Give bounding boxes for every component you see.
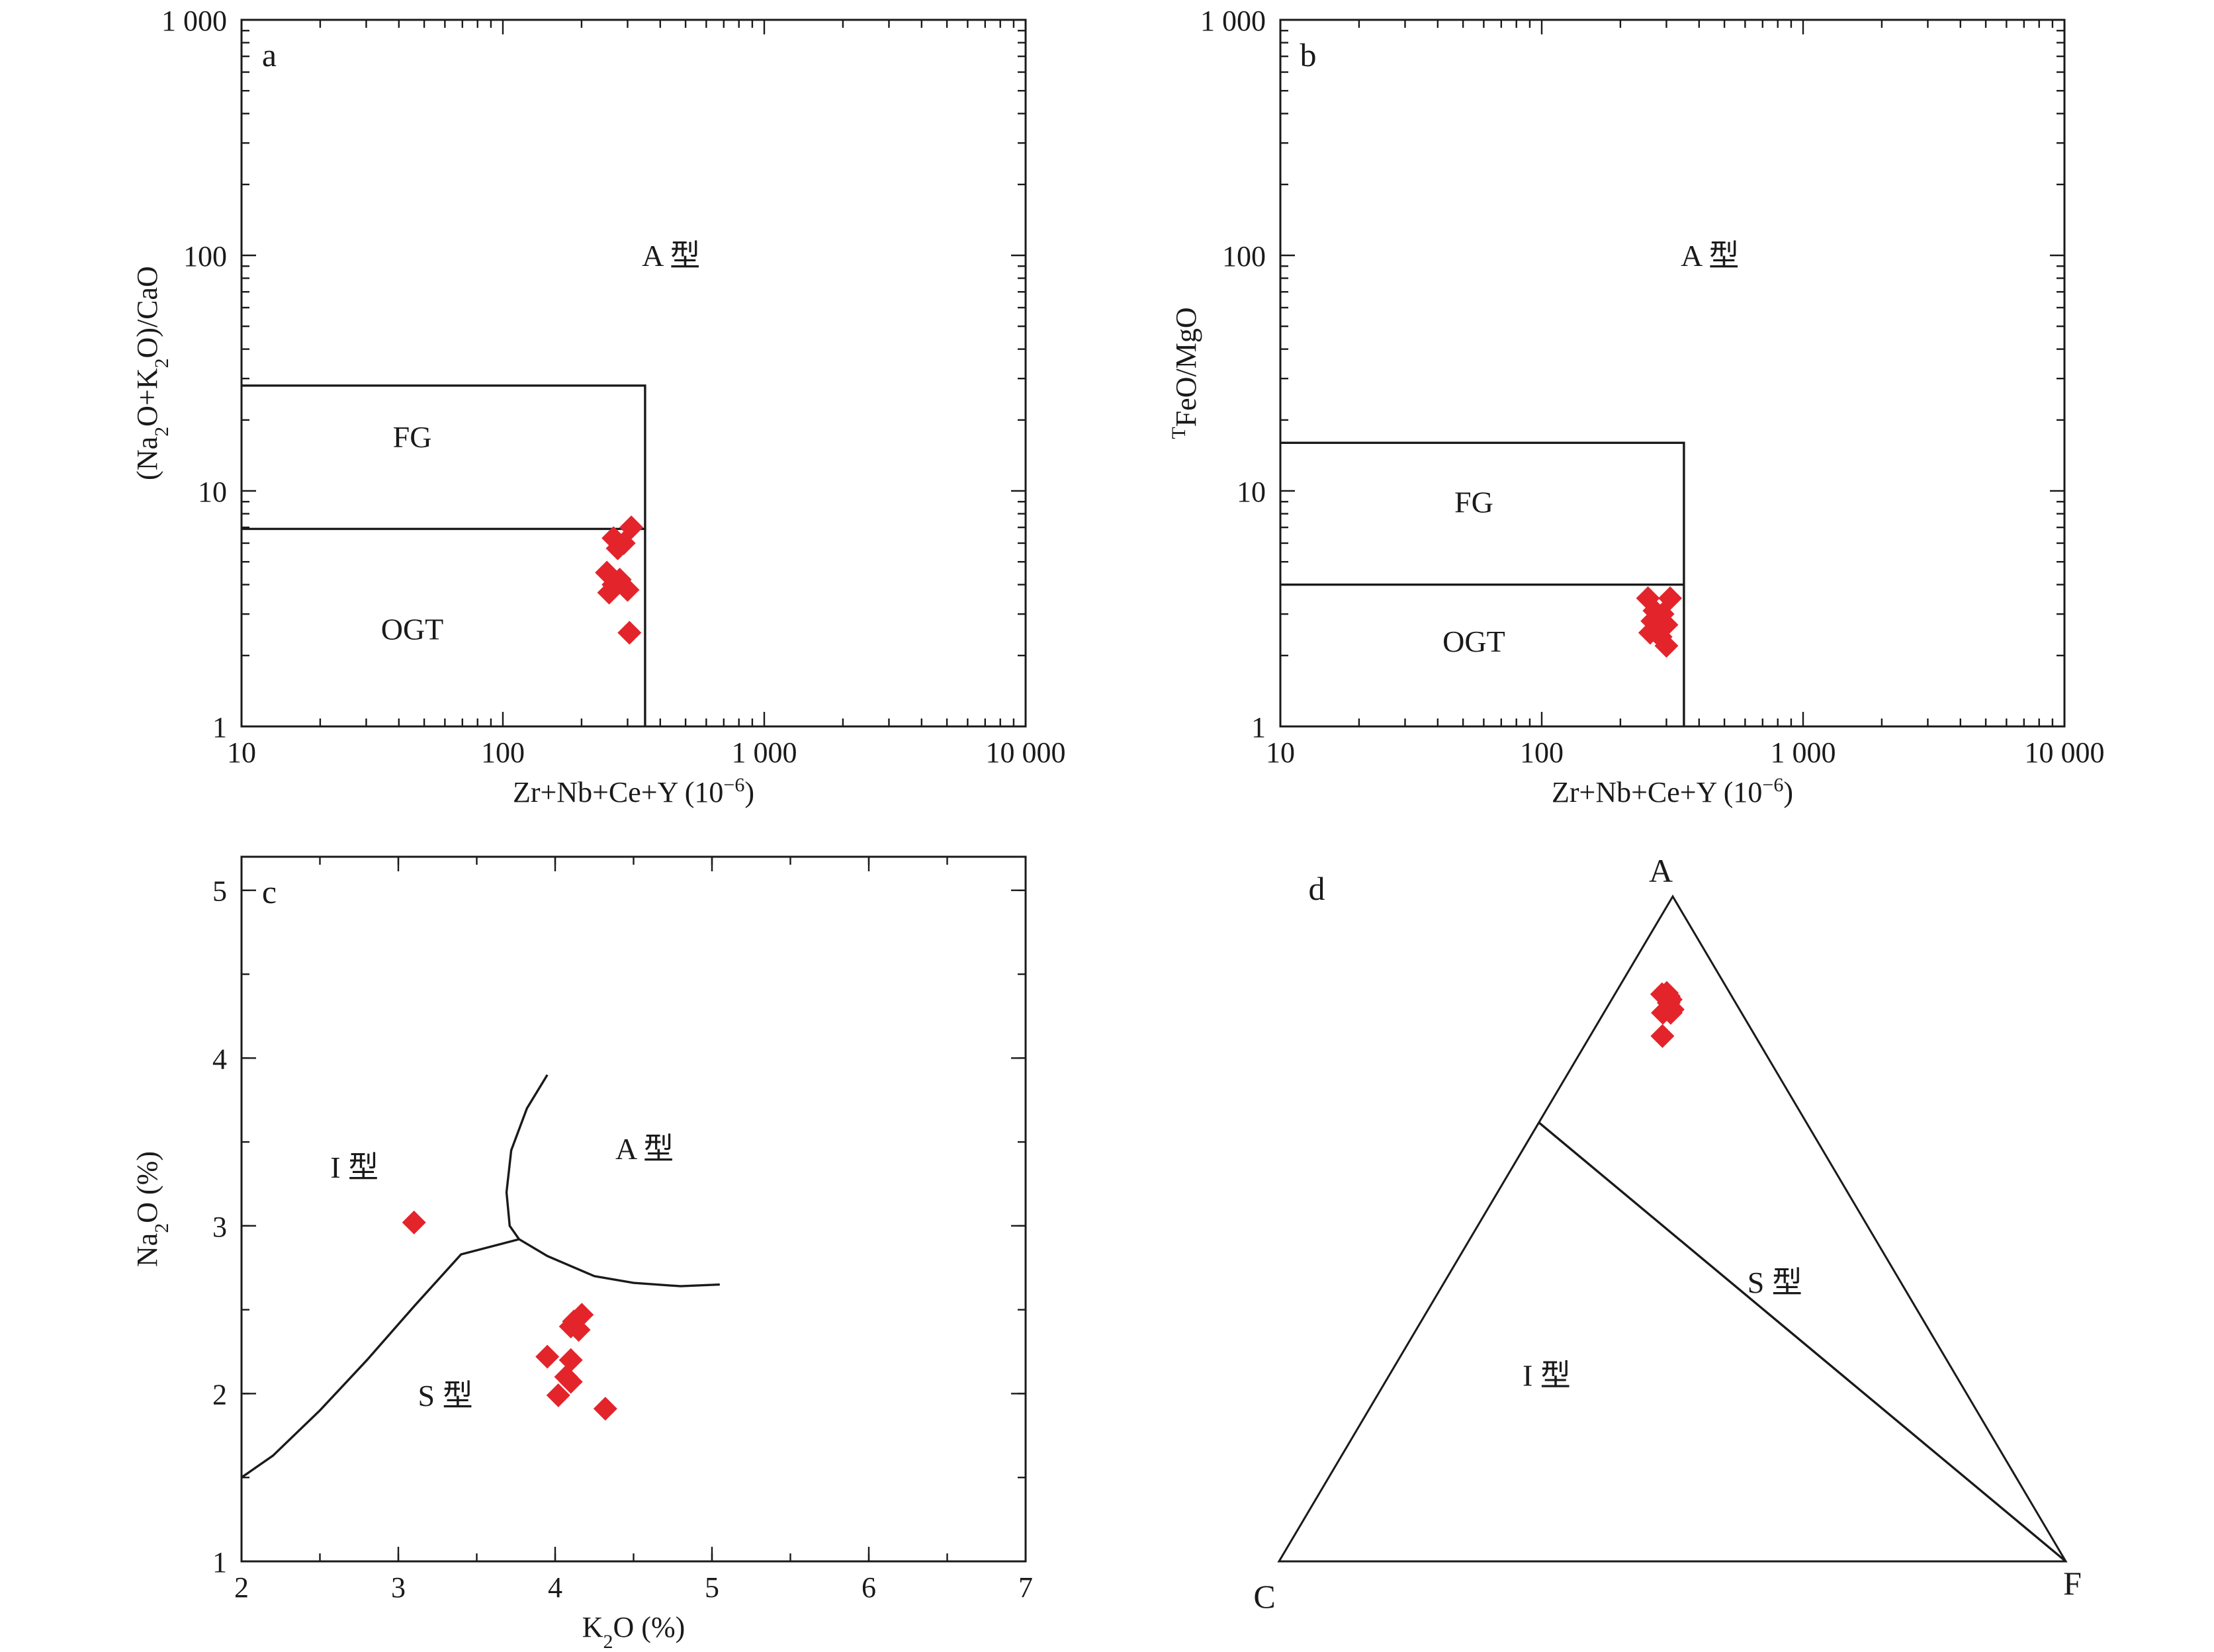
x-tick-label: 7: [1018, 1571, 1033, 1604]
x-tick-label: 100: [1520, 736, 1564, 769]
region-label: A 型: [642, 239, 700, 273]
data-point: [546, 1383, 570, 1407]
data-point: [615, 578, 640, 602]
x-tick-label: 3: [391, 1571, 406, 1604]
data-point: [402, 1210, 426, 1235]
data-point: [617, 621, 642, 645]
x-tick-label: 6: [862, 1571, 876, 1604]
region-label: I 型: [330, 1151, 378, 1184]
panel-letter: a: [262, 36, 277, 73]
region-label: FG: [393, 420, 432, 454]
plot-frame: [1279, 19, 2066, 728]
region-label: A 型: [615, 1132, 674, 1166]
data-point: [605, 536, 630, 560]
panel-letter: b: [1300, 36, 1317, 73]
region-label: FG: [1454, 485, 1493, 519]
data-point: [1650, 1024, 1675, 1049]
panel-letter: d: [1309, 870, 1325, 907]
data-point: [597, 580, 621, 605]
data-point: [566, 1318, 591, 1342]
panel-d: S 型 I 型 A C Fd: [1253, 852, 2082, 1615]
y-tick-label: 4: [212, 1043, 227, 1075]
field-boundary: [242, 384, 646, 726]
field-boundary: [1280, 441, 1685, 726]
field-boundary: [518, 1238, 720, 1287]
region-label: I 型: [1523, 1359, 1571, 1393]
y-tick-label: 2: [212, 1378, 227, 1411]
y-tick-label: 1: [212, 711, 227, 744]
region-label: OGT: [381, 612, 444, 646]
vertex-label-c: C: [1253, 1578, 1275, 1615]
data-point: [1658, 1000, 1683, 1025]
panel-letter: c: [262, 873, 277, 910]
x-tick-label: 2: [234, 1571, 249, 1604]
y-tick-label: 10: [198, 476, 227, 508]
x-tick-label: 4: [548, 1571, 562, 1604]
y-tick-label: 1: [1251, 711, 1266, 744]
field-boundary: [1538, 1121, 2067, 1563]
plot-frame: [240, 855, 1027, 1563]
y-tick-label: 100: [183, 240, 227, 273]
field-boundary: [505, 1074, 549, 1240]
ternary-frame: [1277, 894, 2068, 1563]
y-tick-label: 3: [212, 1211, 227, 1243]
y-axis-label: TFeO/MgO: [1168, 307, 1203, 439]
data-point: [558, 1369, 583, 1394]
x-tick-label: 10: [1266, 736, 1295, 769]
vertex-label-f: F: [2063, 1565, 2082, 1602]
data-point: [558, 1348, 583, 1372]
y-tick-label: 5: [212, 875, 227, 908]
x-axis-label: Zr+Nb+Ce+Y (10−6): [1552, 774, 1793, 809]
y-tick-label: 1 000: [1200, 5, 1266, 37]
y-tick-label: 10: [1237, 476, 1266, 508]
region-label: S 型: [418, 1379, 473, 1413]
y-tick-label: 1 000: [161, 5, 227, 37]
region-label: A 型: [1681, 239, 1739, 273]
region-label: S 型: [1748, 1266, 1802, 1299]
x-tick-label: 10 000: [2025, 736, 2105, 769]
y-tick-label: 1: [212, 1546, 227, 1579]
x-tick-label: 10 000: [986, 736, 1066, 769]
vertex-label-a: A: [1649, 852, 1673, 889]
plot-frame: [240, 19, 1027, 728]
x-tick-label: 5: [705, 1571, 719, 1604]
x-tick-label: 1 000: [1771, 736, 1836, 769]
y-axis-label: Na2O (%): [131, 1151, 173, 1267]
x-tick-label: 10: [227, 736, 256, 769]
x-axis-label: K2O (%): [582, 1611, 686, 1652]
data-point: [1654, 634, 1679, 658]
y-axis-label: (Na2O+K2O)/CaO: [131, 266, 173, 480]
y-tick-label: 100: [1222, 240, 1266, 273]
data-point: [535, 1344, 560, 1369]
data-point: [593, 1397, 617, 1421]
region-label: OGT: [1442, 625, 1505, 658]
x-axis-label: Zr+Nb+Ce+Y (10−6): [513, 774, 754, 809]
x-tick-label: 1 000: [732, 736, 797, 769]
field-boundary: [241, 1238, 519, 1479]
x-tick-label: 100: [481, 736, 525, 769]
